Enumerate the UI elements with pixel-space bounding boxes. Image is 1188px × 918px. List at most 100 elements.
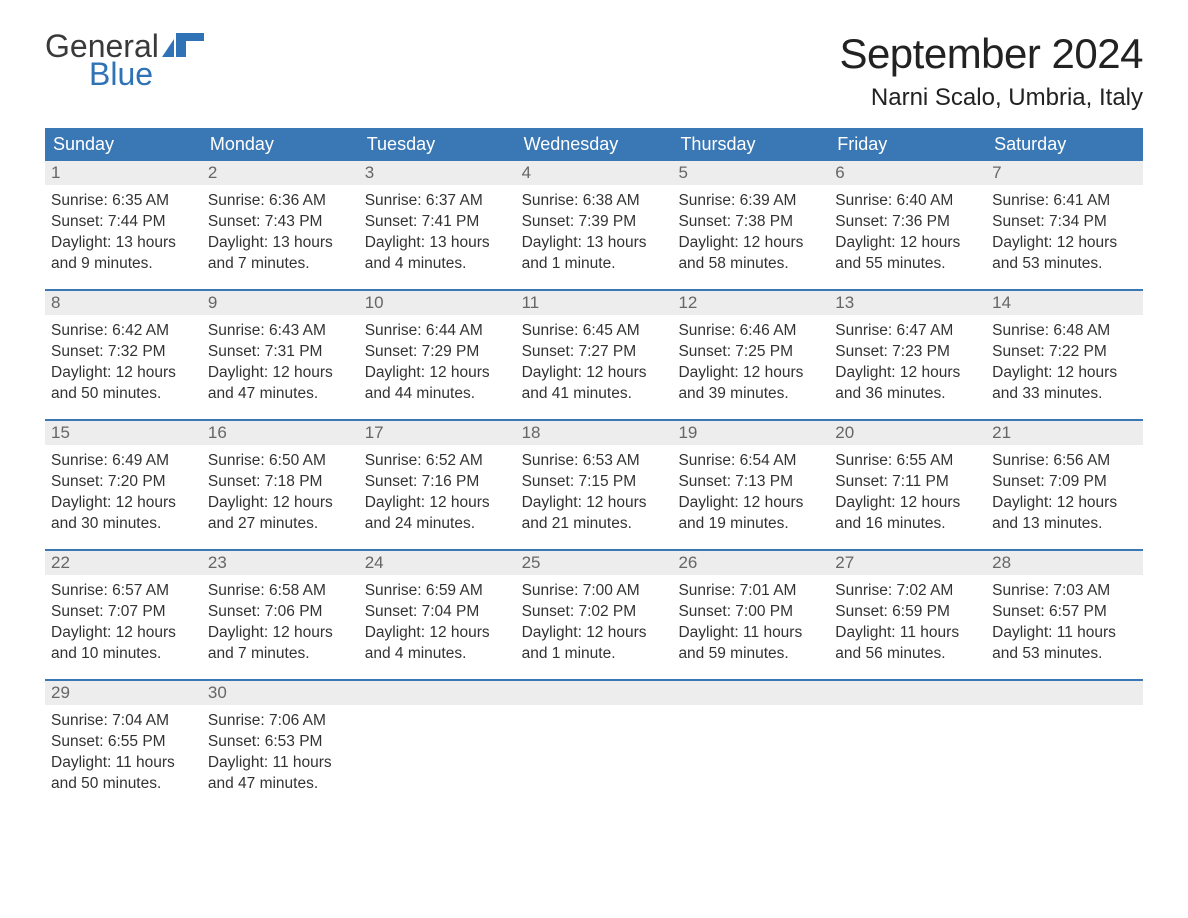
calendar-day: 30Sunrise: 7:06 AMSunset: 6:53 PMDayligh… [202, 681, 359, 809]
day-details: Sunrise: 6:47 AMSunset: 7:23 PMDaylight:… [829, 315, 986, 411]
day-number: 30 [202, 681, 359, 705]
day-number: 1 [45, 161, 202, 185]
sunset-text: Sunset: 7:02 PM [522, 602, 667, 623]
sunset-text: Sunset: 7:11 PM [835, 472, 980, 493]
daylight-text: Daylight: 12 hours and 1 minute. [522, 623, 667, 665]
calendar-day: 19Sunrise: 6:54 AMSunset: 7:13 PMDayligh… [672, 421, 829, 549]
daylight-text: Daylight: 12 hours and 36 minutes. [835, 363, 980, 405]
day-details: Sunrise: 6:53 AMSunset: 7:15 PMDaylight:… [516, 445, 673, 541]
sunrise-text: Sunrise: 6:39 AM [678, 191, 823, 212]
daylight-text: Daylight: 12 hours and 44 minutes. [365, 363, 510, 405]
sunrise-text: Sunrise: 7:02 AM [835, 581, 980, 602]
day-number: 3 [359, 161, 516, 185]
daylight-text: Daylight: 11 hours and 47 minutes. [208, 753, 353, 795]
day-details: Sunrise: 6:36 AMSunset: 7:43 PMDaylight:… [202, 185, 359, 281]
sunrise-text: Sunrise: 6:47 AM [835, 321, 980, 342]
day-details: Sunrise: 6:49 AMSunset: 7:20 PMDaylight:… [45, 445, 202, 541]
day-details: Sunrise: 6:50 AMSunset: 7:18 PMDaylight:… [202, 445, 359, 541]
calendar-day [986, 681, 1143, 809]
sunrise-text: Sunrise: 6:52 AM [365, 451, 510, 472]
daylight-text: Daylight: 11 hours and 56 minutes. [835, 623, 980, 665]
calendar-day: 27Sunrise: 7:02 AMSunset: 6:59 PMDayligh… [829, 551, 986, 679]
day-number: 8 [45, 291, 202, 315]
daylight-text: Daylight: 12 hours and 24 minutes. [365, 493, 510, 535]
sunset-text: Sunset: 7:44 PM [51, 212, 196, 233]
sunrise-text: Sunrise: 6:50 AM [208, 451, 353, 472]
weekday-header: Thursday [672, 128, 829, 161]
brand-word-2: Blue [89, 58, 204, 90]
day-details: Sunrise: 6:52 AMSunset: 7:16 PMDaylight:… [359, 445, 516, 541]
sunset-text: Sunset: 7:22 PM [992, 342, 1137, 363]
day-details [829, 705, 986, 717]
daylight-text: Daylight: 13 hours and 7 minutes. [208, 233, 353, 275]
sunrise-text: Sunrise: 6:54 AM [678, 451, 823, 472]
daylight-text: Daylight: 12 hours and 21 minutes. [522, 493, 667, 535]
sunset-text: Sunset: 6:59 PM [835, 602, 980, 623]
sunrise-text: Sunrise: 6:45 AM [522, 321, 667, 342]
sunrise-text: Sunrise: 6:38 AM [522, 191, 667, 212]
day-number [986, 681, 1143, 705]
sunset-text: Sunset: 7:00 PM [678, 602, 823, 623]
day-number [516, 681, 673, 705]
sunrise-text: Sunrise: 6:53 AM [522, 451, 667, 472]
sunrise-text: Sunrise: 7:06 AM [208, 711, 353, 732]
calendar-day: 11Sunrise: 6:45 AMSunset: 7:27 PMDayligh… [516, 291, 673, 419]
calendar-week: 29Sunrise: 7:04 AMSunset: 6:55 PMDayligh… [45, 679, 1143, 809]
daylight-text: Daylight: 12 hours and 50 minutes. [51, 363, 196, 405]
sunrise-text: Sunrise: 6:55 AM [835, 451, 980, 472]
daylight-text: Daylight: 12 hours and 30 minutes. [51, 493, 196, 535]
sunrise-text: Sunrise: 6:42 AM [51, 321, 196, 342]
day-number: 5 [672, 161, 829, 185]
calendar-day [672, 681, 829, 809]
day-details: Sunrise: 6:39 AMSunset: 7:38 PMDaylight:… [672, 185, 829, 281]
day-details: Sunrise: 6:40 AMSunset: 7:36 PMDaylight:… [829, 185, 986, 281]
sunrise-text: Sunrise: 7:00 AM [522, 581, 667, 602]
weekday-header: Wednesday [516, 128, 673, 161]
calendar-day: 1Sunrise: 6:35 AMSunset: 7:44 PMDaylight… [45, 161, 202, 289]
calendar-day [829, 681, 986, 809]
sunrise-text: Sunrise: 6:58 AM [208, 581, 353, 602]
top-row: General Blue September 2024 Narni Scalo,… [45, 30, 1143, 112]
sunrise-text: Sunrise: 6:46 AM [678, 321, 823, 342]
sunset-text: Sunset: 7:39 PM [522, 212, 667, 233]
day-number: 22 [45, 551, 202, 575]
calendar-day: 23Sunrise: 6:58 AMSunset: 7:06 PMDayligh… [202, 551, 359, 679]
sunset-text: Sunset: 7:27 PM [522, 342, 667, 363]
calendar-day: 13Sunrise: 6:47 AMSunset: 7:23 PMDayligh… [829, 291, 986, 419]
calendar-day: 18Sunrise: 6:53 AMSunset: 7:15 PMDayligh… [516, 421, 673, 549]
sunset-text: Sunset: 7:18 PM [208, 472, 353, 493]
day-number: 14 [986, 291, 1143, 315]
day-details: Sunrise: 7:04 AMSunset: 6:55 PMDaylight:… [45, 705, 202, 801]
calendar-day: 7Sunrise: 6:41 AMSunset: 7:34 PMDaylight… [986, 161, 1143, 289]
sunset-text: Sunset: 7:43 PM [208, 212, 353, 233]
day-details: Sunrise: 6:37 AMSunset: 7:41 PMDaylight:… [359, 185, 516, 281]
day-details [359, 705, 516, 717]
day-number: 17 [359, 421, 516, 445]
location-subtitle: Narni Scalo, Umbria, Italy [839, 84, 1143, 112]
calendar-day: 9Sunrise: 6:43 AMSunset: 7:31 PMDaylight… [202, 291, 359, 419]
day-number: 20 [829, 421, 986, 445]
day-details [986, 705, 1143, 717]
sunrise-text: Sunrise: 6:41 AM [992, 191, 1137, 212]
sunrise-text: Sunrise: 6:57 AM [51, 581, 196, 602]
day-details: Sunrise: 6:43 AMSunset: 7:31 PMDaylight:… [202, 315, 359, 411]
weekday-header: Monday [202, 128, 359, 161]
daylight-text: Daylight: 12 hours and 41 minutes. [522, 363, 667, 405]
day-details [672, 705, 829, 717]
sunrise-text: Sunrise: 7:01 AM [678, 581, 823, 602]
calendar-day: 5Sunrise: 6:39 AMSunset: 7:38 PMDaylight… [672, 161, 829, 289]
sunset-text: Sunset: 7:16 PM [365, 472, 510, 493]
calendar-day: 10Sunrise: 6:44 AMSunset: 7:29 PMDayligh… [359, 291, 516, 419]
daylight-text: Daylight: 13 hours and 9 minutes. [51, 233, 196, 275]
day-number: 16 [202, 421, 359, 445]
day-number: 24 [359, 551, 516, 575]
sunrise-text: Sunrise: 6:37 AM [365, 191, 510, 212]
day-details: Sunrise: 6:35 AMSunset: 7:44 PMDaylight:… [45, 185, 202, 281]
calendar-day: 29Sunrise: 7:04 AMSunset: 6:55 PMDayligh… [45, 681, 202, 809]
calendar-day: 24Sunrise: 6:59 AMSunset: 7:04 PMDayligh… [359, 551, 516, 679]
sunset-text: Sunset: 6:57 PM [992, 602, 1137, 623]
sunset-text: Sunset: 7:31 PM [208, 342, 353, 363]
sunrise-text: Sunrise: 6:36 AM [208, 191, 353, 212]
calendar-day [516, 681, 673, 809]
day-details: Sunrise: 6:58 AMSunset: 7:06 PMDaylight:… [202, 575, 359, 671]
